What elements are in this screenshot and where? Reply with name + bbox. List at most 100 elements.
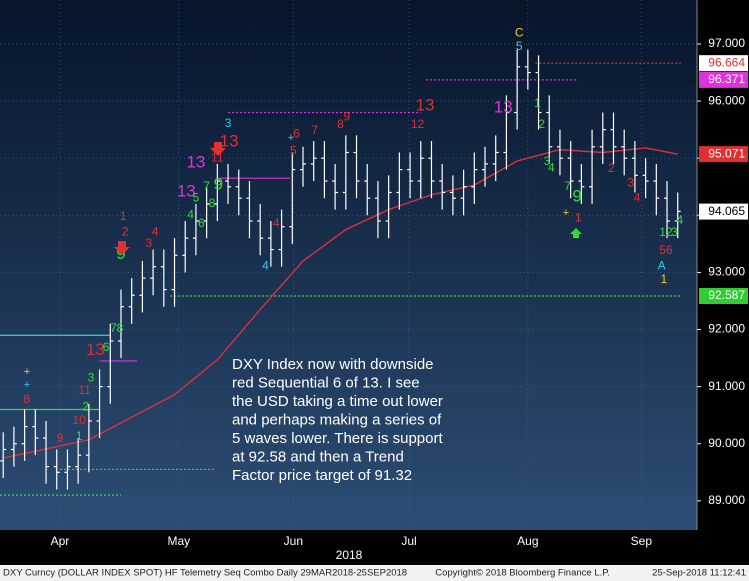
y-tick-label: 89.000 [708,493,745,507]
price-label-box [699,146,748,163]
sequential-count: 5 [290,144,297,158]
y-tick-label: 91.000 [708,379,745,393]
x-tick-label: Sep [631,534,653,548]
plot-background [0,0,697,530]
price-label-box [699,203,748,220]
footer-background [0,565,749,581]
annotation-line: and perhaps making a series of [232,411,442,428]
sequential-count: 4 [262,258,269,272]
plus-marker: + [24,366,30,378]
footer-left: DXY Curncy (DOLLAR INDEX SPOT) HF Teleme… [3,568,407,579]
price-label: 92.587 [708,288,745,302]
annotation-line: DXY Index now with downside [232,356,434,373]
sequential-count: 7 [110,321,117,335]
price-label-box [699,55,748,72]
sequential-count: 1 [534,96,541,110]
sequential-count: 3 [225,116,232,130]
sequential-count: 13 [220,132,239,151]
sequential-count: 6 [293,126,300,140]
sequential-count: 56 [659,243,673,257]
year-label: 2018 [336,548,363,562]
date-axis-background [0,530,749,565]
sequential-count: 2 [608,161,615,175]
price-label: 95.071 [708,146,745,160]
x-tick-label: May [167,534,190,548]
annotation-line: 5 waves lower. There is support [232,430,443,447]
price-label: 96.371 [708,72,745,86]
sequential-count: 8 [337,117,344,131]
price-label-box [699,288,748,305]
sequential-count: 1 [575,210,582,224]
sequential-count: 8 [117,321,124,335]
x-tick-label: Aug [517,534,538,548]
annotation-line: at 92.58 and then a Trend [232,448,404,465]
plus-marker: + [563,207,569,219]
annotation-line: red Sequential 6 of 13. I see [232,374,420,391]
sequential-count: 3 [88,370,95,384]
sequential-count: 1 [76,429,83,443]
sequential-count: 3 [145,236,152,250]
sequential-count: 13 [494,97,513,116]
annotation-line: the USD taking a time out lower [232,393,443,410]
marks: 89.00090.00091.00092.00093.00094.00095.0… [0,0,745,548]
axis-background [697,0,749,530]
price-label: 96.664 [708,55,745,69]
footer-mid: Copyright© 2018 Bloomberg Finance L.P. [435,568,610,579]
down-arrow [210,142,226,156]
footer-right: 25-Sep-2018 11:12:41 [652,568,746,579]
sequential-count: 12 [659,225,673,239]
sequential-count: 13 [177,181,196,200]
sequential-count: 3 [627,176,634,190]
sequential-count: 3 [671,225,678,239]
sequential-count: 13 [186,152,205,171]
sequential-count: 13 [86,340,105,359]
sequential-count: A [658,258,666,272]
x-tick-label: Jul [401,534,416,548]
sequential-count: 12 [411,117,425,131]
y-tick-label: 96.000 [708,93,745,107]
sequential-count: 3 [544,154,551,168]
sequential-count: C [515,25,524,39]
annotation-line: Factor price target of 91.32 [232,467,412,484]
y-tick-label: 92.000 [708,322,745,336]
sequential-count: 11 [78,383,91,397]
sequential-count: 4 [152,225,159,239]
sequential-count: 9 [214,175,223,194]
y-tick-label: 90.000 [708,436,745,450]
price-label-box [699,71,748,88]
sequential-count: 9 [344,109,351,123]
sequential-count: 4 [187,207,194,221]
sequential-count: 9 [572,187,581,206]
sequential-count: 8 [209,196,216,210]
y-tick-label: 97.000 [708,36,745,50]
sequential-count: 4 [634,190,641,204]
sequential-count: 2 [82,399,89,413]
plus-marker: + [24,379,30,391]
down-arrow [114,241,130,255]
up-arrow [570,228,582,238]
sequential-count: 8 [23,392,30,406]
sequential-count: 9 [57,431,64,445]
y-tick-label: 93.000 [708,265,745,279]
plus-marker: + [288,132,294,144]
sequential-count: 6 [198,216,205,230]
sequential-count: 10 [73,413,87,427]
sequential-count: 4 [273,216,280,230]
sequential-count: 7 [564,179,571,193]
price-label: 94.065 [708,204,745,218]
sequential-count: 2 [122,225,129,239]
sequential-count: 6 [103,340,110,354]
sequential-count: 4 [548,161,555,175]
sequential-count: 7 [311,123,318,137]
x-tick-label: Apr [51,534,70,548]
sequential-count: 4 [677,213,684,227]
sequential-count: 5 [193,190,200,204]
sequential-count: 13 [416,96,435,115]
sequential-count: 7 [203,179,210,193]
x-tick-label: Jun [284,534,303,548]
sequential-count: 2 [538,117,545,131]
sequential-count: 1 [120,209,127,223]
sequential-count: 5 [516,39,523,53]
